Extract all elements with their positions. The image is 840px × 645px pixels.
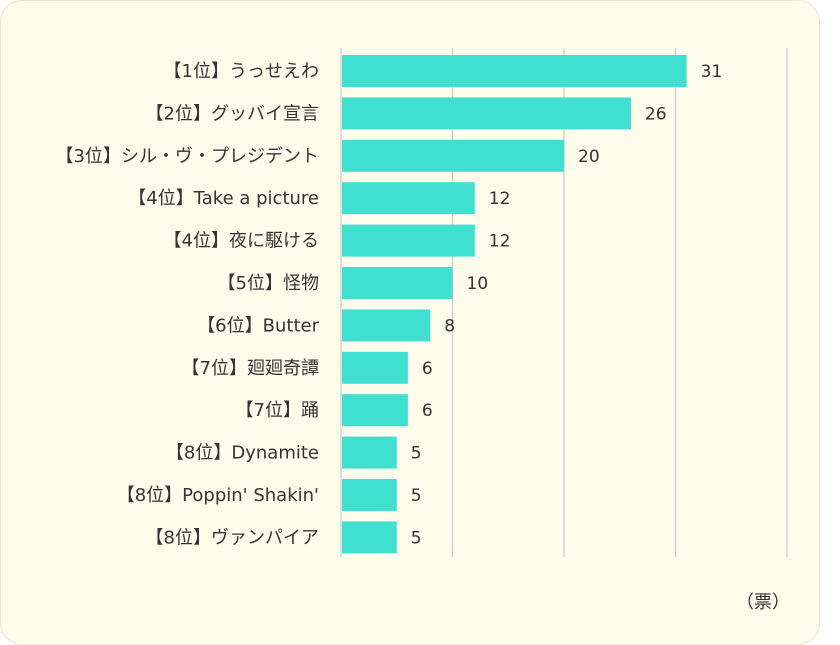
category-label-5: 【4位】夜に駆ける <box>164 231 319 252</box>
bar-chart: 【1位】うっせえわ 31 【2位】グッバイ宣言 26 【3位】シル・ヴ・プレジデント 20… <box>56 48 788 557</box>
category-label-9: 【7位】踊 <box>236 400 319 421</box>
category-label-7: 【6位】Butter <box>197 315 319 336</box>
category-label-2: 【2位】グッバイ宣言 <box>146 103 319 124</box>
value-label-12: 5 <box>411 528 422 548</box>
value-label-9: 6 <box>422 401 433 421</box>
bar-12 <box>342 521 397 554</box>
bar-5 <box>342 224 475 257</box>
value-label-7: 8 <box>444 316 455 336</box>
bar-3 <box>342 139 564 172</box>
category-label-4: 【4位】Take a picture <box>128 188 319 209</box>
bar-1 <box>342 55 687 87</box>
value-label-8: 6 <box>422 359 433 379</box>
value-label-4: 12 <box>489 189 511 209</box>
value-label-2: 26 <box>645 104 667 124</box>
bar-7 <box>342 309 431 342</box>
bar-2 <box>342 97 631 130</box>
bar-4 <box>342 182 475 215</box>
bar-11 <box>342 479 397 511</box>
category-label-3: 【3位】シル・ヴ・プレジデント <box>56 146 319 167</box>
bar-8 <box>342 351 408 384</box>
category-label-6: 【5位】怪物 <box>218 273 319 294</box>
unit-label: （票） <box>736 592 790 613</box>
value-label-10: 5 <box>411 444 422 464</box>
value-label-5: 12 <box>489 232 511 252</box>
category-label-8: 【7位】廻廻奇譚 <box>182 358 319 379</box>
value-label-11: 5 <box>411 486 422 506</box>
bar-9 <box>342 394 408 427</box>
value-label-6: 10 <box>467 274 489 294</box>
category-label-1: 【1位】うっせえわ <box>164 61 319 82</box>
category-label-12: 【8位】ヴァンパイア <box>146 527 319 548</box>
value-label-1: 31 <box>701 62 723 82</box>
category-label-11: 【8位】Poppin' Shakin' <box>117 485 319 506</box>
bar-6 <box>342 267 453 299</box>
category-label-10: 【8位】Dynamite <box>166 443 319 464</box>
value-label-3: 20 <box>578 147 600 167</box>
bar-10 <box>342 436 397 469</box>
chart-card: 【1位】うっせえわ 31 【2位】グッバイ宣言 26 【3位】シル・ヴ・プレジデント 20… <box>0 0 820 645</box>
